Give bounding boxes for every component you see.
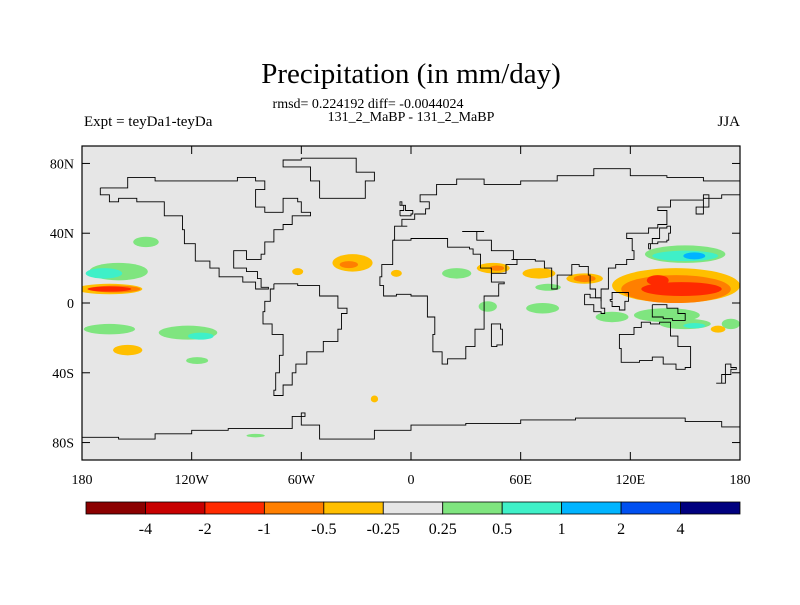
anomaly-region-9: [188, 332, 214, 340]
anomaly-region-23: [478, 301, 497, 312]
anomaly-region-4: [85, 268, 123, 279]
anomaly-layer: [82, 236, 740, 438]
left-label: Expt = teyDa1-teyDa: [84, 114, 213, 130]
colorbar-swatch-4: [323, 501, 384, 515]
x-tick-label-1: 120W: [175, 473, 210, 488]
y-tick-label-0: 80N: [50, 157, 74, 172]
colorbar-label-0: -4: [139, 521, 152, 538]
colorbar-swatch-9: [620, 501, 681, 515]
coastline-7: [82, 412, 740, 440]
coastline-layer: [82, 157, 740, 440]
chart-subtitle: rmsd= 0.224192 diff= -0.0044024: [273, 97, 464, 112]
coastline-2: [379, 238, 505, 365]
colorbar-label-5: 0.25: [429, 521, 457, 538]
anomaly-region-20: [573, 275, 596, 283]
colorbar-label-1: -2: [198, 521, 211, 538]
chart-title: Precipitation (in mm/day): [261, 58, 561, 90]
y-tick-label-4: 80S: [52, 437, 74, 452]
colorbar-swatch-2: [204, 501, 265, 515]
anomaly-region-7: [113, 344, 143, 356]
anomaly-region-27: [683, 252, 706, 260]
anomaly-region-10: [186, 357, 209, 365]
x-tick-label-6: 180: [730, 473, 751, 488]
anomaly-region-35: [721, 318, 740, 330]
colorbar-swatch-1: [145, 501, 206, 515]
x-tick-label-3: 0: [408, 473, 415, 488]
experiment-label: 131_2_MaBP - 131_2_MaBP: [328, 110, 495, 125]
anomaly-region-2: [87, 286, 132, 292]
y-tick-label-2: 0: [67, 297, 74, 312]
coastline-15: [716, 363, 737, 384]
anomaly-region-31: [646, 275, 669, 286]
anomaly-region-13: [292, 268, 304, 276]
y-tick-label-3: 40S: [52, 367, 74, 382]
coastline-10: [648, 225, 671, 250]
coastline-5: [511, 189, 740, 302]
anomaly-region-30: [641, 282, 722, 297]
coastline-4: [462, 231, 518, 281]
colorbar-label-9: 4: [677, 521, 685, 538]
x-axis: 180 120W 60W 0 60E 120E 180: [72, 146, 751, 488]
colorbar-label-6: 0.5: [492, 521, 512, 538]
colorbar-swatch-3: [263, 501, 325, 515]
coastline-6: [618, 321, 692, 370]
coastline-8: [282, 157, 375, 199]
anomaly-region-37: [370, 395, 379, 403]
colorbar-label-7: 1: [558, 521, 566, 538]
coastline-1: [262, 283, 348, 396]
colorbar-swatch-5: [382, 501, 444, 515]
colorbar-swatch-8: [561, 501, 622, 515]
anomaly-region-15: [442, 268, 472, 279]
y-tick-label-1: 40N: [50, 227, 74, 242]
coastline-3: [392, 168, 740, 241]
colorbar-swatch-0: [85, 501, 146, 515]
anomaly-region-14: [390, 269, 402, 277]
anomaly-region-22: [526, 303, 560, 314]
colorbar-label-2: -1: [258, 521, 271, 538]
colorbar-label-4: -0.25: [367, 521, 400, 538]
season-label: JJA: [717, 114, 740, 130]
y-axis: 80N 40N 0 40S 80S: [50, 157, 740, 452]
anomaly-region-6: [83, 323, 136, 335]
anomaly-region-18: [522, 268, 556, 279]
coastline-11: [584, 293, 606, 314]
x-tick-label-0: 180: [72, 473, 93, 488]
x-tick-label-4: 60E: [509, 473, 532, 488]
colorbar-label-8: 2: [617, 521, 625, 538]
colorbar-swatch-6: [442, 501, 503, 515]
anomaly-region-38: [246, 433, 265, 438]
colorbar-swatch-10: [680, 501, 741, 515]
anomaly-region-34: [683, 323, 706, 329]
anomaly-region-5: [133, 236, 159, 248]
colorbar-label-3: -0.5: [311, 521, 336, 538]
coastline-14: [490, 323, 503, 348]
anomaly-region-32: [633, 308, 700, 323]
map-background: [82, 146, 740, 460]
anomaly-region-36: [710, 325, 726, 333]
anomaly-region-24: [595, 311, 629, 323]
coastline-13: [651, 304, 686, 321]
anomaly-region-17: [489, 265, 505, 271]
anomaly-region-12: [339, 261, 358, 269]
coastline-9: [399, 201, 414, 217]
coastline-12: [609, 292, 629, 311]
colorbar: -4 -2 -1 -0.5 -0.25 0.25 0.5 1 2 4: [85, 501, 741, 538]
x-tick-label-5: 120E: [616, 473, 646, 488]
coastline-0: [99, 176, 311, 290]
colorbar-swatch-7: [501, 501, 563, 515]
x-tick-label-2: 60W: [288, 473, 316, 488]
